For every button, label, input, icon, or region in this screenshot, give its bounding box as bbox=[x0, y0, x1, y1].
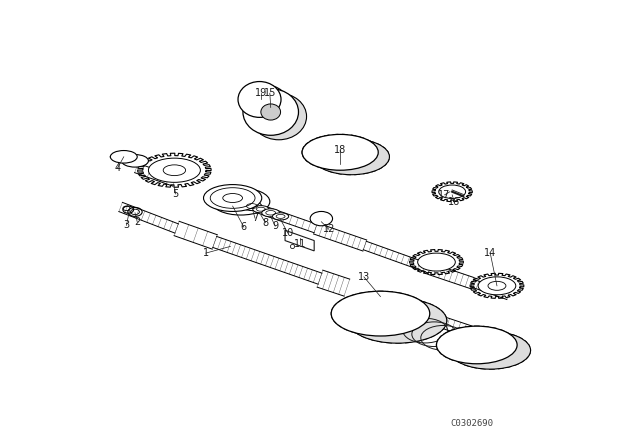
Polygon shape bbox=[428, 263, 474, 289]
Ellipse shape bbox=[110, 151, 137, 163]
Text: 14: 14 bbox=[484, 248, 497, 258]
Polygon shape bbox=[119, 202, 179, 233]
Text: 1: 1 bbox=[203, 248, 209, 258]
Text: C0302690: C0302690 bbox=[450, 419, 493, 428]
Ellipse shape bbox=[253, 206, 269, 213]
Text: 8: 8 bbox=[262, 218, 268, 228]
Polygon shape bbox=[364, 241, 431, 273]
Text: 15: 15 bbox=[264, 88, 276, 98]
Text: 4: 4 bbox=[115, 163, 120, 173]
Polygon shape bbox=[134, 164, 176, 186]
Text: 6: 6 bbox=[241, 222, 247, 232]
Polygon shape bbox=[174, 221, 217, 249]
Ellipse shape bbox=[314, 139, 390, 175]
Ellipse shape bbox=[212, 188, 270, 215]
Polygon shape bbox=[285, 230, 314, 251]
Ellipse shape bbox=[242, 202, 262, 211]
Ellipse shape bbox=[332, 291, 430, 336]
Text: 7: 7 bbox=[252, 213, 258, 223]
Text: 2: 2 bbox=[134, 217, 140, 227]
Ellipse shape bbox=[348, 298, 447, 343]
Ellipse shape bbox=[122, 155, 148, 167]
Text: 10: 10 bbox=[282, 228, 294, 238]
Text: 12: 12 bbox=[323, 224, 335, 234]
Ellipse shape bbox=[450, 332, 531, 369]
Text: 5: 5 bbox=[173, 189, 179, 199]
Text: 19: 19 bbox=[255, 88, 267, 98]
Text: 17: 17 bbox=[438, 190, 451, 200]
Text: 18: 18 bbox=[334, 145, 346, 155]
Polygon shape bbox=[314, 223, 367, 251]
Polygon shape bbox=[227, 194, 317, 233]
Ellipse shape bbox=[244, 85, 288, 121]
Ellipse shape bbox=[261, 104, 280, 120]
Ellipse shape bbox=[262, 209, 280, 217]
Text: 3: 3 bbox=[124, 220, 129, 230]
Ellipse shape bbox=[243, 89, 298, 135]
Ellipse shape bbox=[273, 213, 289, 220]
Polygon shape bbox=[317, 270, 349, 296]
Ellipse shape bbox=[436, 326, 517, 364]
Ellipse shape bbox=[204, 185, 262, 211]
Ellipse shape bbox=[238, 82, 281, 117]
Ellipse shape bbox=[439, 185, 466, 198]
Text: 9: 9 bbox=[272, 221, 278, 231]
Text: 16: 16 bbox=[448, 198, 461, 207]
Ellipse shape bbox=[302, 134, 378, 170]
Polygon shape bbox=[471, 280, 509, 299]
Ellipse shape bbox=[148, 158, 200, 182]
Ellipse shape bbox=[251, 93, 307, 140]
Polygon shape bbox=[395, 302, 438, 324]
Polygon shape bbox=[435, 315, 472, 337]
Polygon shape bbox=[213, 237, 322, 284]
Ellipse shape bbox=[310, 211, 333, 226]
Ellipse shape bbox=[478, 277, 516, 295]
Text: 13: 13 bbox=[358, 272, 370, 282]
Text: 11: 11 bbox=[294, 239, 306, 249]
Ellipse shape bbox=[418, 253, 455, 271]
